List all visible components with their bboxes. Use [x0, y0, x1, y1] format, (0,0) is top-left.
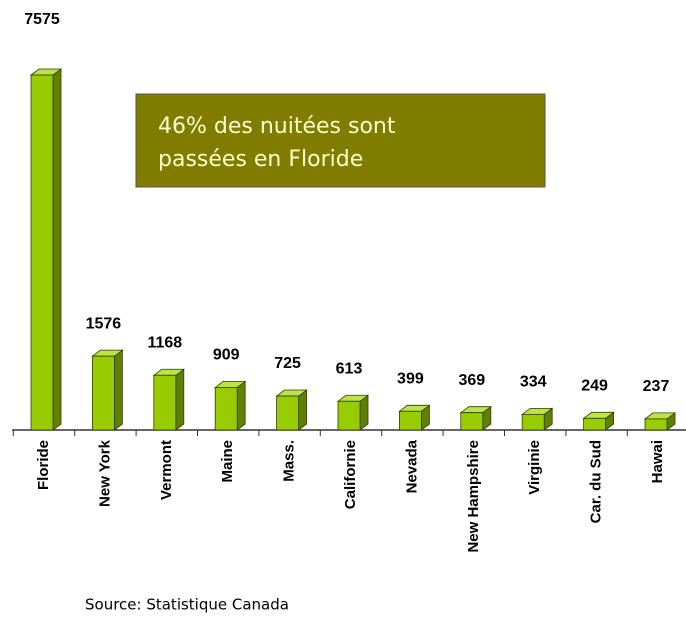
source: Source: Statistique Canada — [85, 596, 289, 614]
x-tick-label: Californie — [342, 440, 359, 509]
bar — [214, 386, 238, 431]
bar — [30, 74, 54, 431]
x-tick-label: Floride — [35, 440, 52, 490]
value-label: 1576 — [86, 315, 122, 332]
bar-side — [175, 368, 185, 431]
x-tick-label: Vermont — [158, 440, 175, 500]
bar — [521, 413, 545, 431]
value-label: 399 — [397, 371, 424, 388]
bar — [398, 410, 422, 431]
x-tick-label: Car. du Sud — [588, 440, 605, 523]
value-label: 1168 — [147, 334, 182, 351]
value-label: 613 — [336, 360, 363, 377]
bar-side — [52, 68, 62, 431]
bar — [92, 355, 115, 431]
value-label: 369 — [458, 372, 485, 389]
bar — [153, 374, 177, 431]
annotation-line: passées en Floride — [158, 147, 363, 172]
value-label: 249 — [581, 378, 608, 395]
x-tick-label: Hawai — [649, 440, 666, 483]
bar — [276, 395, 300, 431]
x-tick-label: Nevada — [403, 439, 420, 493]
bar — [337, 400, 361, 431]
x-tick-label: New Hampshire — [465, 440, 482, 553]
value-label: 725 — [274, 355, 301, 372]
x-tick-label: Maine — [219, 440, 236, 483]
value-label: 334 — [520, 374, 547, 391]
bar-side — [236, 380, 246, 431]
bar — [583, 417, 606, 431]
x-tick-label: Virginie — [526, 440, 543, 495]
bar-side — [114, 349, 123, 431]
annotation-line: 46% des nuitées sont — [158, 114, 396, 139]
bar-side — [298, 389, 308, 431]
x-tick-label: New York — [96, 439, 113, 507]
value-label: 909 — [213, 347, 240, 364]
value-label: 237 — [643, 378, 670, 395]
value-label: 7575 — [24, 11, 60, 28]
annotation-box — [135, 93, 546, 188]
x-tick-label: Mass. — [281, 440, 298, 482]
bar — [460, 412, 484, 431]
bar — [644, 418, 668, 431]
